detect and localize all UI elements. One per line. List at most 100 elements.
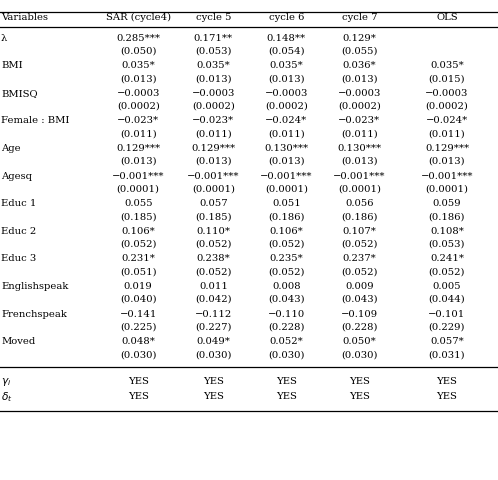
Text: BMI: BMI <box>1 61 22 70</box>
Text: 0.129***: 0.129*** <box>116 144 160 153</box>
Text: (0.013): (0.013) <box>341 157 377 166</box>
Text: (0.052): (0.052) <box>429 267 465 276</box>
Text: 0.231*: 0.231* <box>121 254 155 264</box>
Text: cycle 5: cycle 5 <box>196 13 231 22</box>
Text: (0.0002): (0.0002) <box>338 102 381 111</box>
Text: −0.0003: −0.0003 <box>192 89 235 98</box>
Text: (0.030): (0.030) <box>195 350 232 359</box>
Text: 0.057*: 0.057* <box>430 337 464 346</box>
Text: 0.110*: 0.110* <box>196 227 231 236</box>
Text: (0.228): (0.228) <box>268 323 305 332</box>
Text: (0.186): (0.186) <box>268 212 305 221</box>
Text: 0.057: 0.057 <box>199 199 228 208</box>
Text: 0.050*: 0.050* <box>343 337 376 346</box>
Text: −0.0003: −0.0003 <box>264 89 308 98</box>
Text: Englishspeak: Englishspeak <box>1 282 68 291</box>
Text: (0.0002): (0.0002) <box>425 102 469 111</box>
Text: YES: YES <box>128 377 148 386</box>
Text: Variables: Variables <box>1 13 48 22</box>
Text: 0.051: 0.051 <box>272 199 301 208</box>
Text: YES: YES <box>437 377 457 386</box>
Text: cycle 7: cycle 7 <box>342 13 377 22</box>
Text: (0.042): (0.042) <box>195 295 232 304</box>
Text: Educ 2: Educ 2 <box>1 227 36 236</box>
Text: (0.013): (0.013) <box>429 157 465 166</box>
Text: (0.044): (0.044) <box>429 295 465 304</box>
Text: (0.052): (0.052) <box>195 267 232 276</box>
Text: (0.0002): (0.0002) <box>265 102 308 111</box>
Text: −0.001***: −0.001*** <box>187 171 240 180</box>
Text: (0.186): (0.186) <box>429 212 465 221</box>
Text: −0.110: −0.110 <box>268 310 305 319</box>
Text: 0.285***: 0.285*** <box>116 34 160 43</box>
Text: −0.023*: −0.023* <box>192 116 235 125</box>
Text: (0.0002): (0.0002) <box>117 102 160 111</box>
Text: YES: YES <box>349 393 370 401</box>
Text: (0.031): (0.031) <box>429 350 465 359</box>
Text: Educ 1: Educ 1 <box>1 199 36 208</box>
Text: (0.186): (0.186) <box>341 212 377 221</box>
Text: −0.001***: −0.001*** <box>333 171 385 180</box>
Text: (0.052): (0.052) <box>268 267 305 276</box>
Text: −0.023*: −0.023* <box>117 116 159 125</box>
Text: −0.141: −0.141 <box>120 310 157 319</box>
Text: 0.241*: 0.241* <box>430 254 464 264</box>
Text: 0.035*: 0.035* <box>269 61 303 70</box>
Text: Age: Age <box>1 144 20 153</box>
Text: 0.148**: 0.148** <box>267 34 306 43</box>
Text: (0.040): (0.040) <box>120 295 156 304</box>
Text: (0.030): (0.030) <box>268 350 305 359</box>
Text: YES: YES <box>203 393 224 401</box>
Text: (0.054): (0.054) <box>268 47 305 56</box>
Text: 0.108*: 0.108* <box>430 227 464 236</box>
Text: −0.0003: −0.0003 <box>425 89 469 98</box>
Text: −0.101: −0.101 <box>428 310 466 319</box>
Text: (0.013): (0.013) <box>268 157 305 166</box>
Text: 0.008: 0.008 <box>272 282 301 291</box>
Text: (0.052): (0.052) <box>341 240 377 249</box>
Text: (0.228): (0.228) <box>341 323 377 332</box>
Text: (0.011): (0.011) <box>120 129 156 138</box>
Text: (0.229): (0.229) <box>429 323 465 332</box>
Text: 0.019: 0.019 <box>124 282 152 291</box>
Text: (0.0001): (0.0001) <box>425 184 469 193</box>
Text: (0.043): (0.043) <box>268 295 305 304</box>
Text: 0.171**: 0.171** <box>194 34 233 43</box>
Text: YES: YES <box>349 377 370 386</box>
Text: −0.001***: −0.001*** <box>112 171 164 180</box>
Text: −0.109: −0.109 <box>341 310 378 319</box>
Text: 0.237*: 0.237* <box>343 254 376 264</box>
Text: BMISQ: BMISQ <box>1 89 38 98</box>
Text: 0.106*: 0.106* <box>122 227 155 236</box>
Text: 0.009: 0.009 <box>345 282 374 291</box>
Text: $\delta_t$: $\delta_t$ <box>1 390 12 404</box>
Text: (0.053): (0.053) <box>429 240 465 249</box>
Text: (0.053): (0.053) <box>195 47 232 56</box>
Text: 0.048*: 0.048* <box>121 337 155 346</box>
Text: (0.030): (0.030) <box>120 350 156 359</box>
Text: 0.107*: 0.107* <box>342 227 376 236</box>
Text: Frenchspeak: Frenchspeak <box>1 310 67 319</box>
Text: 0.238*: 0.238* <box>197 254 230 264</box>
Text: (0.051): (0.051) <box>120 267 156 276</box>
Text: 0.049*: 0.049* <box>196 337 231 346</box>
Text: (0.052): (0.052) <box>195 240 232 249</box>
Text: (0.052): (0.052) <box>341 267 377 276</box>
Text: YES: YES <box>128 393 148 401</box>
Text: 0.035*: 0.035* <box>197 61 230 70</box>
Text: 0.130***: 0.130*** <box>337 144 381 153</box>
Text: 0.059: 0.059 <box>433 199 461 208</box>
Text: 0.106*: 0.106* <box>269 227 303 236</box>
Text: 0.056: 0.056 <box>345 199 374 208</box>
Text: 0.052*: 0.052* <box>269 337 303 346</box>
Text: 0.129***: 0.129*** <box>425 144 469 153</box>
Text: −0.0003: −0.0003 <box>338 89 381 98</box>
Text: 0.130***: 0.130*** <box>264 144 308 153</box>
Text: 0.129*: 0.129* <box>342 34 376 43</box>
Text: (0.013): (0.013) <box>195 74 232 83</box>
Text: (0.011): (0.011) <box>341 129 377 138</box>
Text: (0.052): (0.052) <box>120 240 156 249</box>
Text: 0.129***: 0.129*** <box>191 144 236 153</box>
Text: (0.185): (0.185) <box>195 212 232 221</box>
Text: Moved: Moved <box>1 337 35 346</box>
